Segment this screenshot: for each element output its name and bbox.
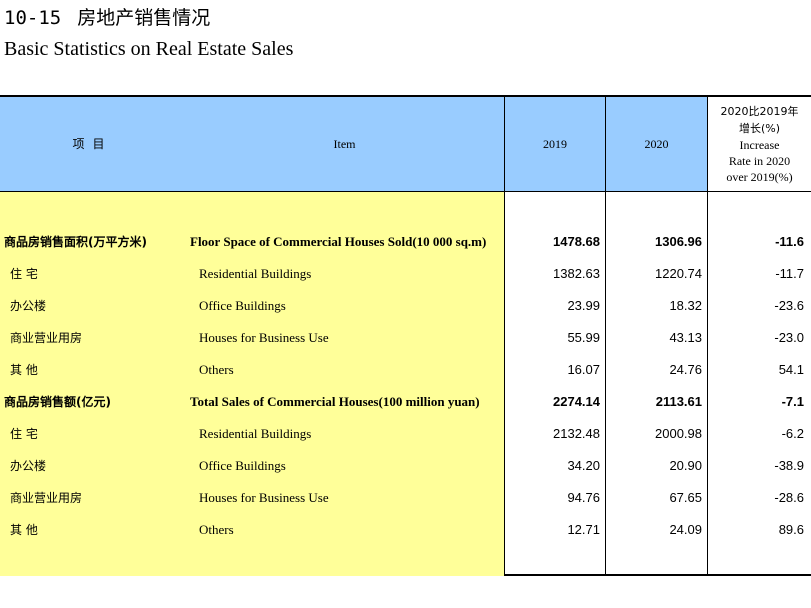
header-2019: 2019 <box>505 97 606 191</box>
table-row: 商业营业用房 Houses for Business Use 55.99 43.… <box>0 322 811 354</box>
value-rate: -28.6 <box>774 490 804 505</box>
table-row: 办公楼 Office Buildings 34.20 20.90 -38.9 <box>0 450 811 482</box>
row-label-en: Residential Buildings <box>199 426 312 441</box>
row-label-cn: 其 他 <box>10 523 38 537</box>
row-label-cn: 商品房销售面积(万平方米) <box>4 235 147 249</box>
value-2020: 18.32 <box>669 298 702 313</box>
header-item-cn: 项目 <box>0 97 185 191</box>
table-row: 住 宅 Residential Buildings 1382.63 1220.7… <box>0 258 811 290</box>
table-row: 办公楼 Office Buildings 23.99 18.32 -23.6 <box>0 290 811 322</box>
header-rate-en-1: Increase <box>739 138 780 152</box>
table-header: 项目 Item 2019 2020 2020比2019年 增长(%) Incre… <box>0 97 811 192</box>
row-label-en: Houses for Business Use <box>199 490 329 505</box>
value-rate: -11.6 <box>775 234 804 249</box>
row-label-en: Houses for Business Use <box>199 330 329 345</box>
table-row: 商业营业用房 Houses for Business Use 94.76 67.… <box>0 482 811 514</box>
value-2019: 34.20 <box>567 458 600 473</box>
statistics-table: 项目 Item 2019 2020 2020比2019年 增长(%) Incre… <box>0 95 811 576</box>
row-label-cn: 商业营业用房 <box>10 491 83 505</box>
row-label-en: Residential Buildings <box>199 266 312 281</box>
value-2019: 23.99 <box>567 298 600 313</box>
header-rate-cn-2: 增长(%) <box>738 122 781 135</box>
table-title-cn-text: 房地产销售情况 <box>77 7 211 29</box>
value-2020: 1220.74 <box>655 266 702 281</box>
header-rate-en-2: Rate in 2020 <box>728 154 791 168</box>
row-label-cn: 住 宅 <box>10 427 38 441</box>
table-row: 其 他 Others 16.07 24.76 54.1 <box>0 354 811 386</box>
value-2019: 1478.68 <box>553 234 600 249</box>
row-label-cn: 办公楼 <box>10 459 47 473</box>
value-2019: 16.07 <box>567 362 600 377</box>
table-row: 住 宅 Residential Buildings 2132.48 2000.9… <box>0 418 811 450</box>
header-2020: 2020 <box>606 97 708 191</box>
value-rate: -11.7 <box>775 266 804 281</box>
value-2019: 1382.63 <box>553 266 600 281</box>
column-divider <box>707 192 708 576</box>
header-increase-rate: 2020比2019年 增长(%) Increase Rate in 2020 o… <box>708 97 811 191</box>
value-rate: 89.6 <box>778 522 804 537</box>
value-2020: 1306.96 <box>655 234 702 249</box>
item-column-background <box>0 192 505 576</box>
value-2020: 2113.61 <box>655 394 702 409</box>
value-2019: 2132.48 <box>553 426 600 441</box>
value-rate: -23.0 <box>774 330 804 345</box>
table-row: 商品房销售面积(万平方米) Floor Space of Commercial … <box>0 226 811 258</box>
value-rate: -23.6 <box>774 298 804 313</box>
row-label-en: Others <box>199 362 234 377</box>
value-2020: 67.65 <box>669 490 702 505</box>
row-label-en: Office Buildings <box>199 458 286 473</box>
header-rate-cn-1: 2020比2019年 <box>720 105 799 118</box>
row-label-cn: 商品房销售额(亿元) <box>4 395 111 409</box>
row-label-en: Floor Space of Commercial Houses Sold(10… <box>190 234 487 249</box>
value-2020: 43.13 <box>669 330 702 345</box>
value-rate: -7.1 <box>781 394 804 409</box>
value-2019: 94.76 <box>567 490 600 505</box>
row-label-cn: 办公楼 <box>10 299 47 313</box>
table-number: 10-15 <box>4 7 62 29</box>
row-label-cn: 住 宅 <box>10 267 38 281</box>
header-rate-en-3: over 2019(%) <box>726 170 793 184</box>
column-divider <box>605 192 606 576</box>
value-rate: -6.2 <box>781 426 804 441</box>
value-2020: 20.90 <box>669 458 702 473</box>
table-title-en: Basic Statistics on Real Estate Sales <box>4 38 294 60</box>
value-2020: 24.09 <box>669 522 702 537</box>
row-label-cn: 商业营业用房 <box>10 331 83 345</box>
row-label-cn: 其 他 <box>10 363 38 377</box>
header-item-en: Item <box>185 97 505 191</box>
value-2019: 12.71 <box>567 522 600 537</box>
table-row: 其 他 Others 12.71 24.09 89.6 <box>0 514 811 546</box>
value-rate: 54.1 <box>778 362 804 377</box>
table-title-cn: 10-15 房地产销售情况 <box>4 5 210 31</box>
value-rate: -38.9 <box>774 458 804 473</box>
row-label-en: Office Buildings <box>199 298 286 313</box>
value-2020: 2000.98 <box>655 426 702 441</box>
value-2019: 55.99 <box>567 330 600 345</box>
value-2020: 24.76 <box>669 362 702 377</box>
table-row: 商品房销售额(亿元) Total Sales of Commercial Hou… <box>0 386 811 418</box>
row-label-en: Others <box>199 522 234 537</box>
value-2019: 2274.14 <box>553 394 600 409</box>
row-label-en: Total Sales of Commercial Houses(100 mil… <box>190 394 480 409</box>
